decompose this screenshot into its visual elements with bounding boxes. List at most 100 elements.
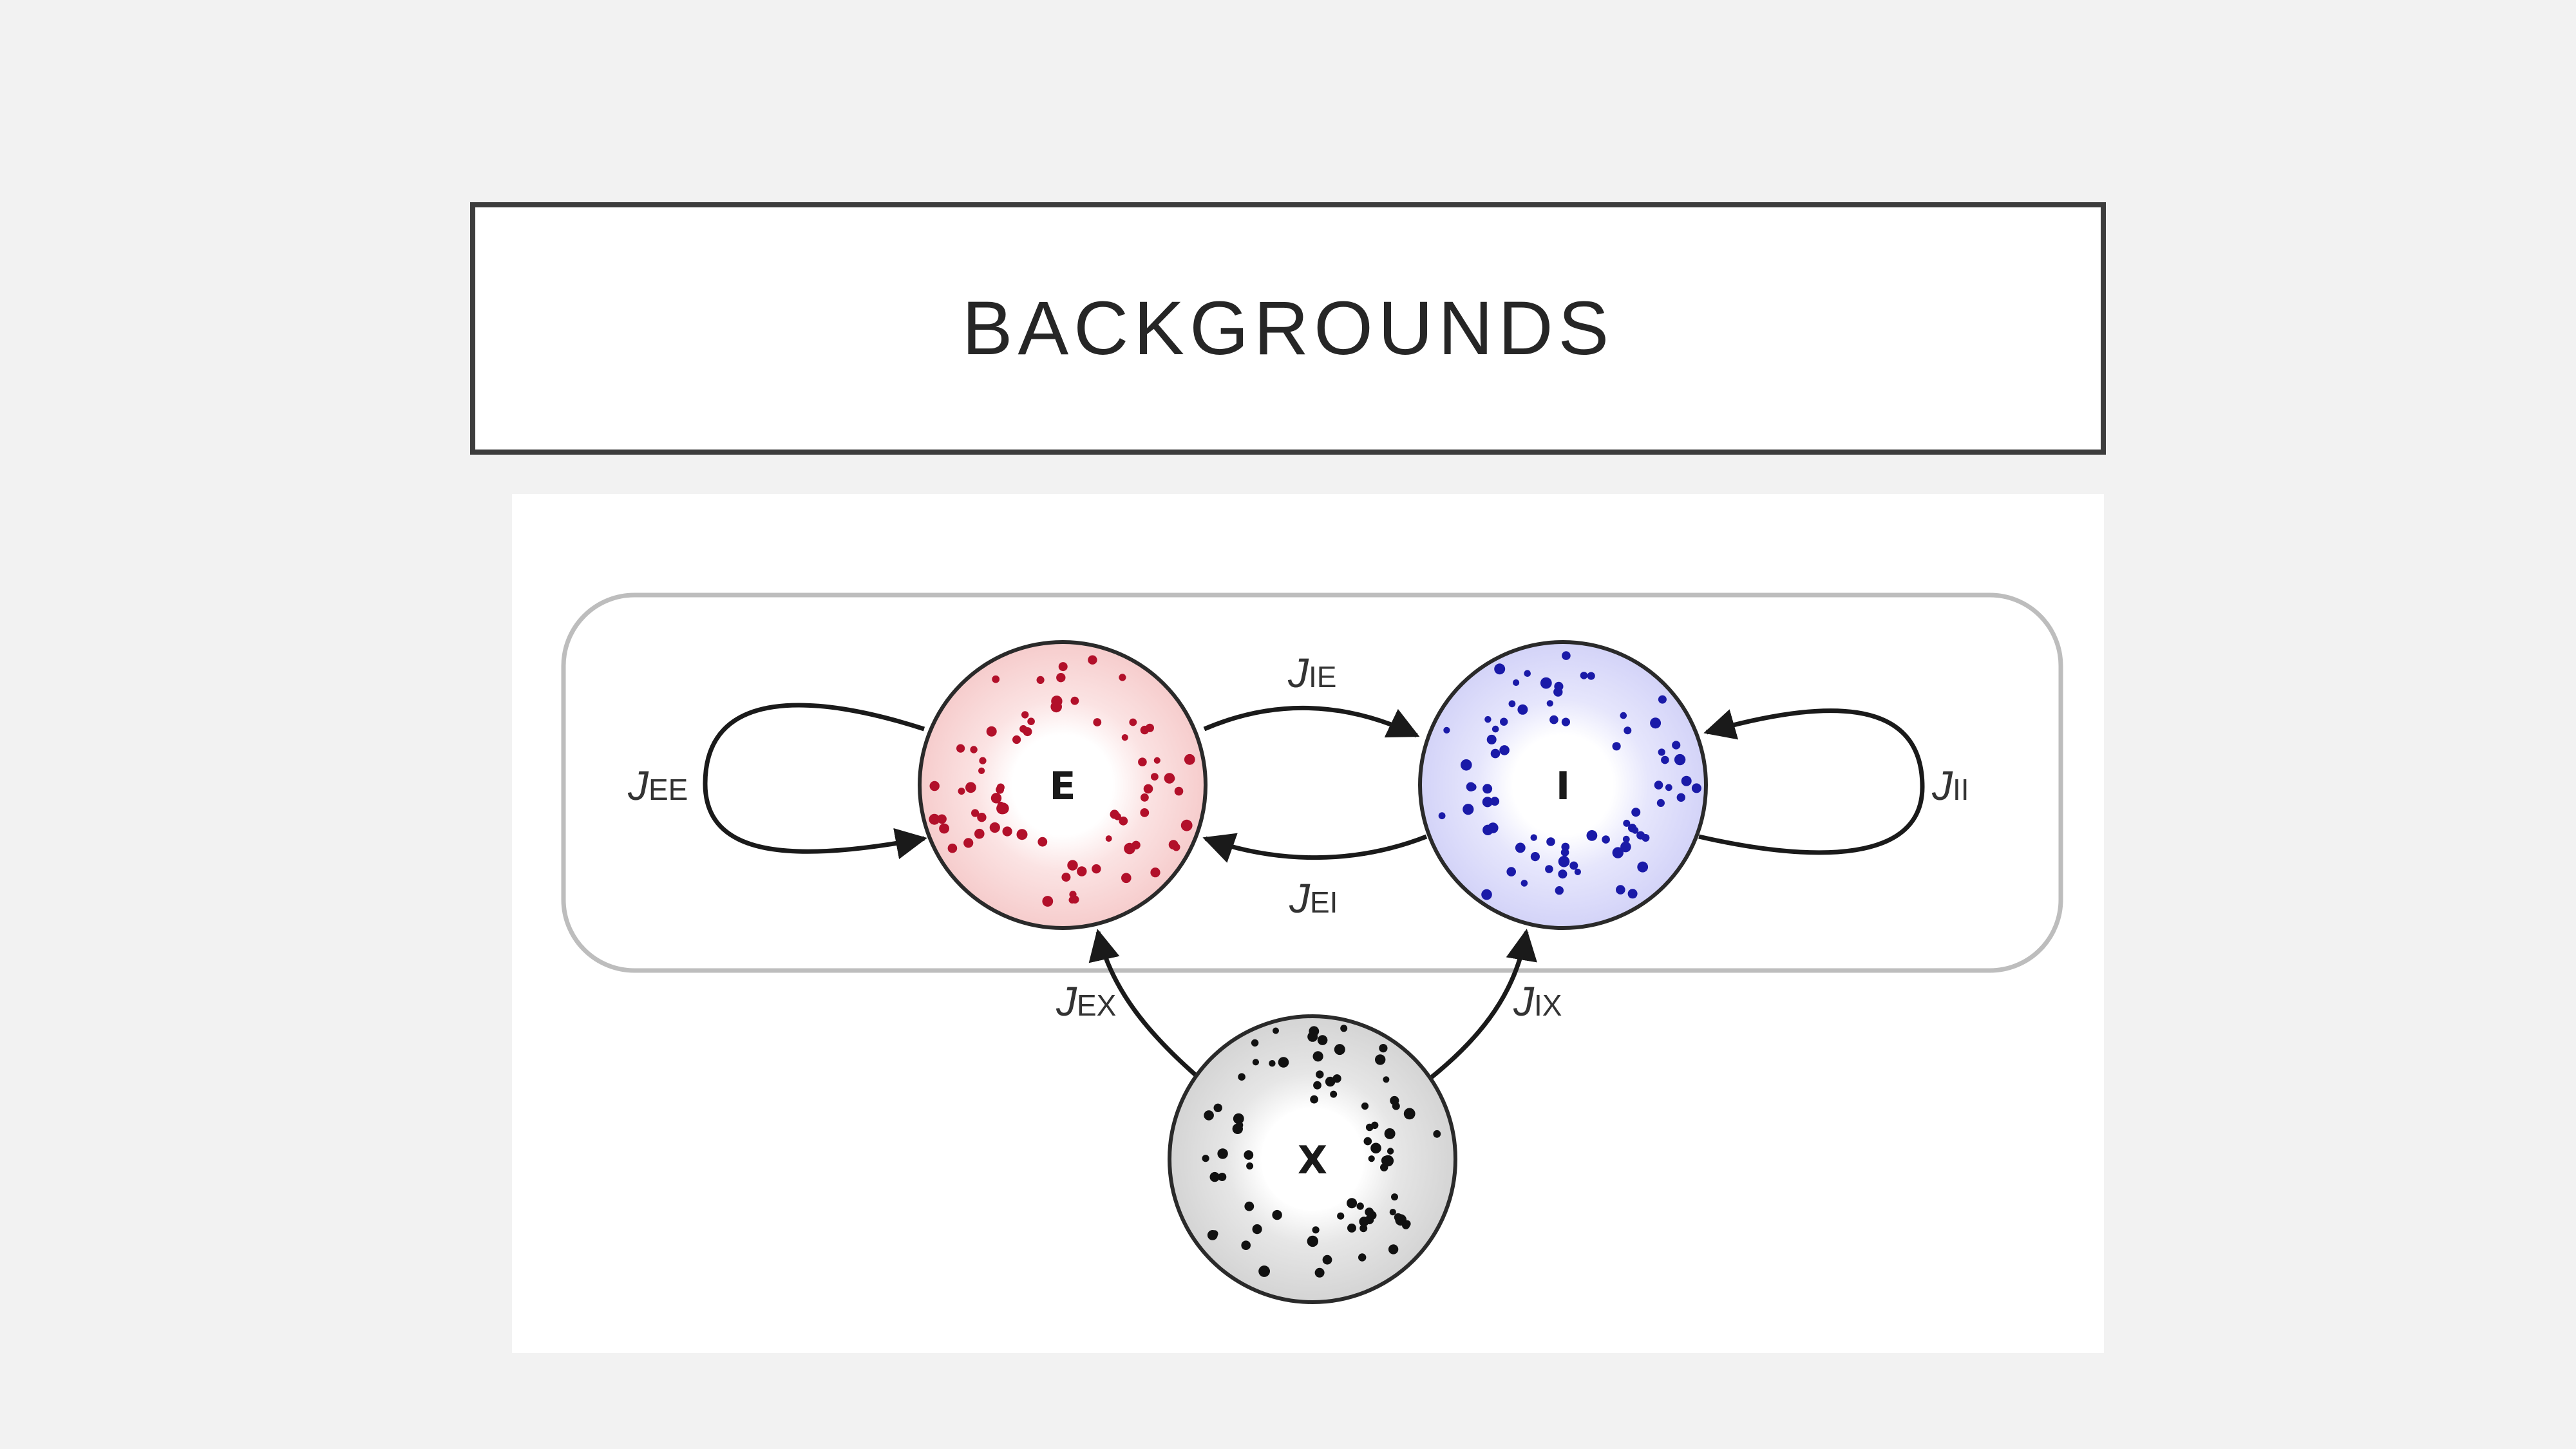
spike-dot bbox=[1056, 673, 1066, 683]
spike-dot bbox=[1616, 885, 1625, 895]
spike-dot bbox=[1334, 1044, 1345, 1056]
spike-dot bbox=[1037, 837, 1048, 847]
network-diagram-svg: E I X JEE JIE JEI JII JEX JIX bbox=[561, 592, 2063, 1304]
spike-dot bbox=[929, 813, 940, 825]
spike-dot bbox=[1363, 1137, 1372, 1146]
spike-dot bbox=[1623, 819, 1631, 827]
population-x-spikes bbox=[1202, 1025, 1441, 1278]
spike-dot bbox=[1390, 1095, 1399, 1106]
spike-dot bbox=[1252, 1059, 1259, 1066]
spike-dot bbox=[1356, 1202, 1364, 1210]
spike-dot bbox=[1612, 847, 1624, 858]
population-x-label: X bbox=[1298, 1138, 1327, 1183]
spike-dot bbox=[977, 813, 987, 822]
spike-dot bbox=[979, 757, 987, 764]
spike-dot bbox=[1650, 717, 1662, 729]
spike-dot bbox=[1383, 1076, 1390, 1083]
spike-dot bbox=[1168, 775, 1175, 782]
spike-dot bbox=[1481, 889, 1492, 900]
spike-dot bbox=[1506, 867, 1516, 876]
spike-dot bbox=[947, 843, 958, 853]
spike-dot bbox=[1316, 1070, 1324, 1079]
spike-dot bbox=[1558, 869, 1567, 879]
spike-dot bbox=[1067, 860, 1078, 871]
spike-dot bbox=[1252, 1224, 1262, 1235]
spike-dot bbox=[1524, 670, 1531, 677]
spike-dot bbox=[1027, 717, 1035, 725]
spike-dot bbox=[1658, 748, 1665, 756]
spike-dot bbox=[986, 726, 997, 737]
spike-dot bbox=[929, 781, 940, 791]
spike-dot bbox=[1676, 793, 1685, 802]
spike-dot bbox=[1562, 651, 1571, 660]
spike-dot bbox=[956, 744, 965, 753]
spike-dot bbox=[1317, 1035, 1328, 1045]
spike-dot bbox=[1569, 861, 1578, 870]
spike-dot bbox=[1637, 861, 1649, 873]
spike-dot bbox=[1549, 715, 1558, 724]
spike-dot bbox=[1517, 704, 1528, 715]
spike-dot bbox=[1180, 819, 1193, 831]
spike-dot bbox=[1019, 725, 1027, 733]
spike-dot bbox=[1121, 734, 1128, 741]
spike-dot bbox=[1141, 793, 1149, 802]
spike-dot bbox=[1312, 1051, 1323, 1062]
population-e: E bbox=[918, 640, 1208, 930]
edge-ii bbox=[1698, 708, 1925, 855]
spike-dot bbox=[1513, 679, 1520, 687]
spike-dot bbox=[1207, 1230, 1218, 1240]
slide-title-box: BACKGROUNDS bbox=[470, 202, 2106, 455]
population-i-label: I bbox=[1556, 764, 1570, 809]
spike-dot bbox=[1382, 1155, 1394, 1167]
spike-dot bbox=[958, 788, 965, 795]
population-i: I bbox=[1418, 640, 1708, 930]
edge-ex bbox=[1088, 929, 1202, 1081]
spike-dot bbox=[965, 782, 976, 793]
spike-dot bbox=[1121, 873, 1132, 884]
spike-dot bbox=[1307, 1235, 1319, 1247]
spike-dot bbox=[1620, 841, 1631, 853]
spike-dot bbox=[1672, 741, 1681, 750]
spike-dot bbox=[1631, 827, 1639, 834]
edge-label-ee: JEE bbox=[627, 762, 688, 809]
spike-dot bbox=[1371, 1121, 1379, 1129]
spike-dot bbox=[1482, 784, 1493, 794]
spike-dot bbox=[1314, 1267, 1325, 1278]
spike-dot bbox=[1172, 843, 1180, 851]
spike-dot bbox=[1438, 812, 1446, 820]
spike-dot bbox=[1071, 895, 1079, 904]
spike-dot bbox=[1312, 1226, 1320, 1234]
spike-dot bbox=[1002, 826, 1012, 837]
spike-dot bbox=[1656, 799, 1665, 807]
spike-dot bbox=[1143, 784, 1153, 794]
spike-dot bbox=[1325, 1076, 1336, 1087]
spike-dot bbox=[1258, 1265, 1270, 1277]
spike-dot bbox=[1388, 1244, 1399, 1255]
spike-dot bbox=[1375, 1054, 1386, 1065]
spike-dot bbox=[1665, 784, 1672, 791]
spike-dot bbox=[1204, 1110, 1214, 1121]
spike-dot bbox=[1389, 1209, 1396, 1216]
spike-dot bbox=[1602, 835, 1610, 844]
spike-dot bbox=[1051, 696, 1063, 707]
spike-dot bbox=[1530, 852, 1540, 862]
spike-dot bbox=[939, 823, 949, 834]
spike-dot bbox=[1368, 1211, 1377, 1220]
spike-dot bbox=[1358, 1253, 1367, 1262]
spike-dot bbox=[1119, 816, 1128, 826]
spike-dot bbox=[1490, 748, 1501, 759]
network-diagram: E I X JEE JIE JEI JII JEX JIX bbox=[512, 494, 2104, 1353]
spike-dot bbox=[1278, 1057, 1289, 1068]
spike-dot bbox=[1540, 677, 1552, 689]
spike-dot bbox=[1624, 726, 1632, 735]
spike-dot bbox=[1586, 830, 1598, 841]
spike-dot bbox=[1310, 1095, 1318, 1104]
spike-dot bbox=[1218, 1173, 1227, 1181]
spike-dot bbox=[1042, 896, 1054, 907]
spike-dot bbox=[1554, 681, 1564, 691]
spike-dot bbox=[1012, 735, 1021, 744]
spike-dot bbox=[1359, 1217, 1369, 1227]
spike-dot bbox=[992, 675, 1000, 683]
spike-dot bbox=[1368, 1155, 1375, 1162]
spike-dot bbox=[1520, 880, 1528, 887]
